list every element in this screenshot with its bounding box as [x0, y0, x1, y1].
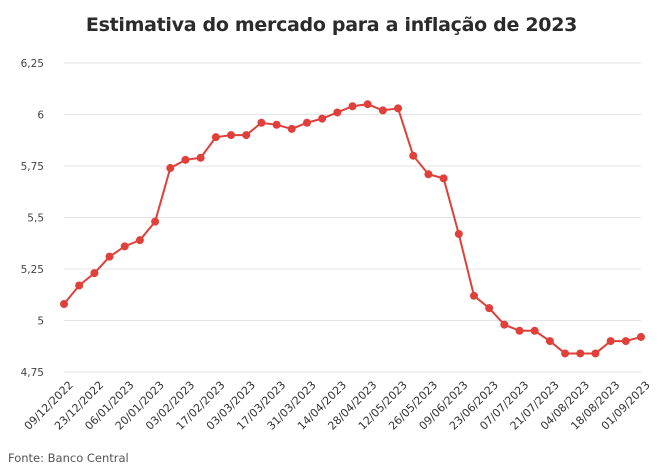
data-point[interactable]: [135, 236, 144, 245]
data-point[interactable]: [394, 104, 403, 113]
data-point[interactable]: [318, 114, 327, 123]
y-tick-label: 5,25: [21, 264, 44, 276]
data-point[interactable]: [469, 291, 478, 300]
y-tick-label: 4,75: [21, 367, 44, 379]
data-point[interactable]: [75, 281, 84, 290]
data-point[interactable]: [439, 174, 448, 183]
data-point[interactable]: [348, 102, 357, 111]
data-point[interactable]: [530, 326, 539, 335]
data-point[interactable]: [424, 170, 433, 179]
data-point[interactable]: [363, 100, 372, 109]
data-point[interactable]: [272, 120, 281, 129]
data-point[interactable]: [545, 337, 554, 346]
source-note: Fonte: Banco Central: [8, 451, 129, 465]
data-point[interactable]: [166, 164, 175, 173]
data-point[interactable]: [515, 326, 524, 335]
chart-title: Estimativa do mercado para a inflação de…: [85, 14, 578, 36]
y-tick-label: 6,25: [21, 58, 44, 70]
data-point[interactable]: [500, 320, 509, 329]
data-point[interactable]: [287, 124, 296, 133]
data-point[interactable]: [454, 229, 463, 238]
data-point[interactable]: [621, 337, 630, 346]
data-point[interactable]: [257, 118, 266, 127]
data-point[interactable]: [561, 349, 570, 358]
data-point[interactable]: [120, 242, 129, 251]
data-point[interactable]: [409, 151, 418, 160]
data-point[interactable]: [181, 155, 190, 164]
data-point[interactable]: [227, 131, 236, 140]
data-point[interactable]: [378, 106, 387, 115]
data-point[interactable]: [196, 153, 205, 162]
y-tick-label: 6: [37, 110, 44, 122]
data-point[interactable]: [485, 304, 494, 313]
data-point[interactable]: [105, 252, 114, 261]
series-line: [63, 103, 642, 355]
data-point[interactable]: [242, 131, 251, 140]
data-point[interactable]: [591, 349, 600, 358]
y-tick-label: 5,5: [27, 213, 44, 225]
data-point[interactable]: [90, 269, 99, 278]
y-tick-label: 5: [37, 316, 44, 328]
data-point[interactable]: [637, 332, 645, 341]
data-point[interactable]: [576, 349, 585, 358]
data-point[interactable]: [333, 108, 342, 117]
data-point[interactable]: [60, 300, 68, 309]
data-point[interactable]: [606, 337, 615, 346]
data-point[interactable]: [211, 133, 220, 142]
y-tick-label: 5,75: [21, 161, 44, 173]
data-point[interactable]: [151, 217, 160, 226]
data-point[interactable]: [302, 118, 311, 127]
